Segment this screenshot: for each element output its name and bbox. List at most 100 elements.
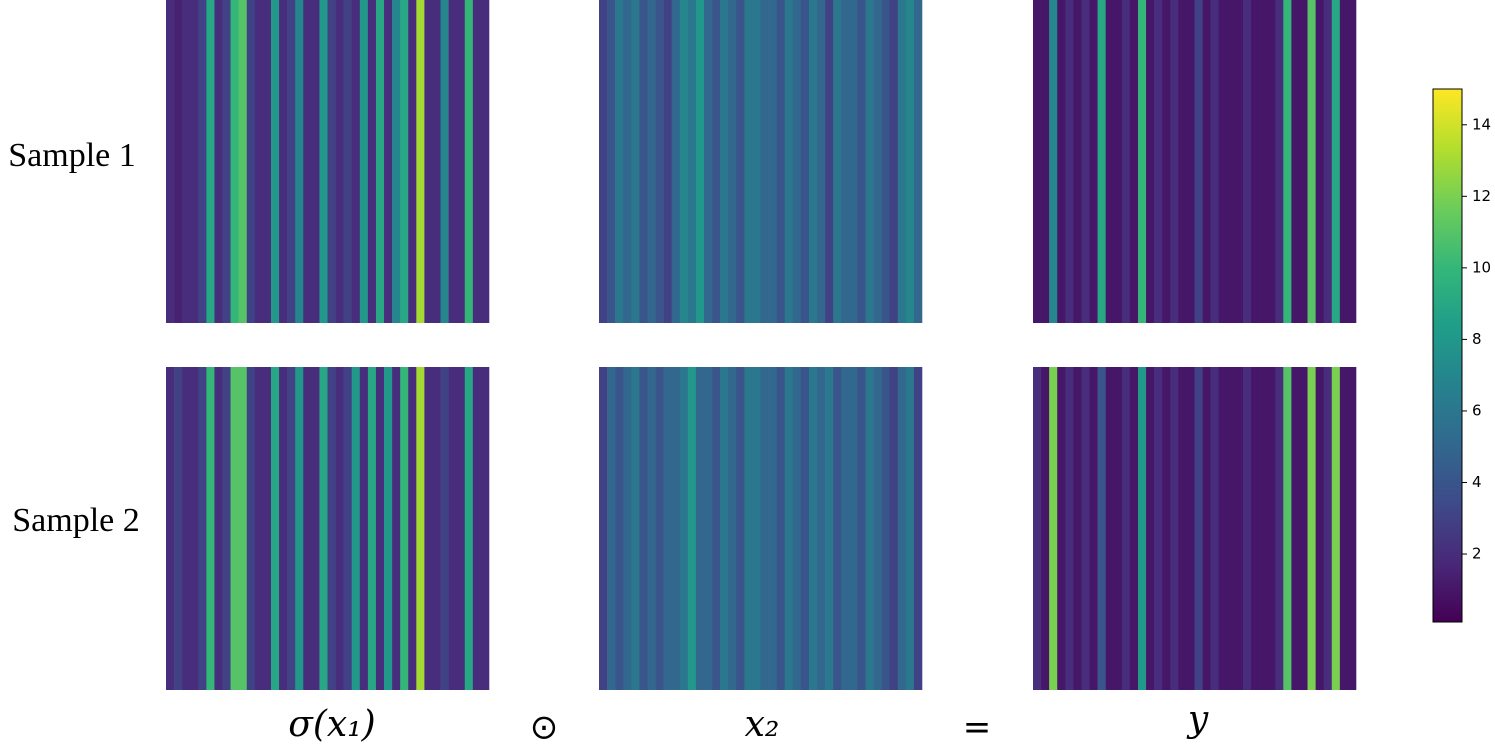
heatmap-column: [1089, 0, 1098, 323]
heatmap-column: [222, 367, 231, 690]
heatmap-column: [359, 0, 369, 323]
heatmap-column: [1315, 0, 1324, 323]
heatmap-column: [222, 0, 231, 323]
heatmap-column: [800, 0, 810, 323]
heatmap-column: [480, 367, 490, 690]
heatmap-column: [1202, 367, 1211, 690]
heatmap-column: [599, 367, 608, 690]
heatmap-column: [448, 0, 457, 323]
heatmap-column: [808, 0, 818, 323]
heatmap-column: [1275, 367, 1284, 690]
heatmap-column: [1186, 0, 1195, 323]
heatmap-column: [760, 367, 769, 690]
heatmap-column: [416, 0, 425, 323]
heatmap-column: [1089, 367, 1098, 690]
heatmap-column: [720, 0, 729, 323]
heatmap-column: [319, 0, 328, 323]
heatmap-column: [254, 0, 264, 323]
heatmap-column: [1234, 0, 1244, 323]
row-label: Sample 1: [8, 137, 135, 174]
heatmap-column: [440, 367, 449, 690]
heatmap-column: [1065, 367, 1074, 690]
heatmap-column: [432, 367, 441, 690]
heatmap-column: [375, 0, 385, 323]
heatmap-column: [182, 0, 191, 323]
heatmap-column: [712, 367, 721, 690]
heatmap-column: [287, 367, 296, 690]
heatmap-column: [744, 0, 753, 323]
heatmap-column: [744, 367, 753, 690]
heatmap-column: [631, 0, 640, 323]
heatmap-column: [1186, 367, 1195, 690]
heatmap-column: [1323, 0, 1333, 323]
heatmap-column: [1178, 0, 1187, 323]
heatmap-column: [327, 0, 336, 323]
heatmap-column: [728, 367, 737, 690]
heatmap-column: [1210, 367, 1220, 690]
heatmap-column: [752, 367, 761, 690]
heatmap-column: [889, 0, 899, 323]
heatmap-column: [416, 367, 425, 690]
heatmap-column: [1339, 0, 1349, 323]
heatmap-column: [230, 0, 239, 323]
heatmap-column: [784, 367, 794, 690]
heatmap-column: [262, 0, 272, 323]
heatmap-column: [392, 0, 401, 323]
heatmap-column: [1097, 367, 1106, 690]
heatmap-column: [905, 367, 915, 690]
heatmap-column: [1194, 367, 1203, 690]
heatmap-column: [1121, 367, 1131, 690]
heatmap-column: [1073, 367, 1082, 690]
heatmap-column: [254, 367, 264, 690]
heatmap-column: [246, 0, 256, 323]
heatmap-column: [825, 367, 834, 690]
heatmap-column: [1146, 367, 1155, 690]
heatmap-column: [1259, 367, 1268, 690]
heatmap-column: [1299, 0, 1308, 323]
heatmap-column: [198, 367, 207, 690]
heatmap-column: [1081, 0, 1090, 323]
heatmap-column: [873, 367, 882, 690]
heatmap-column: [808, 367, 818, 690]
heatmap-column: [1113, 367, 1123, 690]
heatmap-column: [760, 0, 769, 323]
heatmap-column: [849, 367, 858, 690]
heatmap-column: [768, 0, 777, 323]
heatmap-column: [671, 367, 681, 690]
heatmap-column: [448, 367, 457, 690]
heatmap-column: [295, 0, 304, 323]
heatmap-column: [1275, 0, 1284, 323]
heatmap-column: [206, 0, 215, 323]
heatmap-column: [1049, 0, 1058, 323]
heatmap-column: [1178, 367, 1187, 690]
heatmap-column: [1339, 367, 1349, 690]
heatmap-column: [319, 367, 328, 690]
heatmap-column: [1105, 0, 1115, 323]
heatmap-column: [897, 0, 907, 323]
heatmap-column: [1251, 0, 1260, 323]
heatmap-column: [1162, 367, 1171, 690]
heatmap-column: [246, 367, 256, 690]
heatmap-column: [1202, 0, 1211, 323]
heatmap-column: [1307, 0, 1316, 323]
heatmap-column: [1041, 0, 1050, 323]
heatmap-column: [776, 0, 786, 323]
heatmap-column: [833, 367, 842, 690]
heatmap-column: [190, 0, 199, 323]
heatmap-column: [367, 0, 377, 323]
heatmap-column: [1291, 367, 1300, 690]
heatmap-column: [1315, 367, 1324, 690]
colorbar-tick-label: 8: [1472, 330, 1482, 348]
heatmap-column: [695, 367, 705, 690]
heatmap-column: [1129, 0, 1139, 323]
heatmap-column: [1113, 0, 1123, 323]
heatmap-column: [367, 367, 377, 690]
heatmap-column: [279, 0, 288, 323]
heatmap-column: [1283, 0, 1292, 323]
heatmap-column: [857, 367, 866, 690]
colorbar-tick-label: 2: [1472, 545, 1482, 563]
heatmap-column: [663, 0, 672, 323]
heatmap-column: [206, 367, 215, 690]
heatmap-column: [311, 367, 320, 690]
heatmap-column: [655, 0, 664, 323]
